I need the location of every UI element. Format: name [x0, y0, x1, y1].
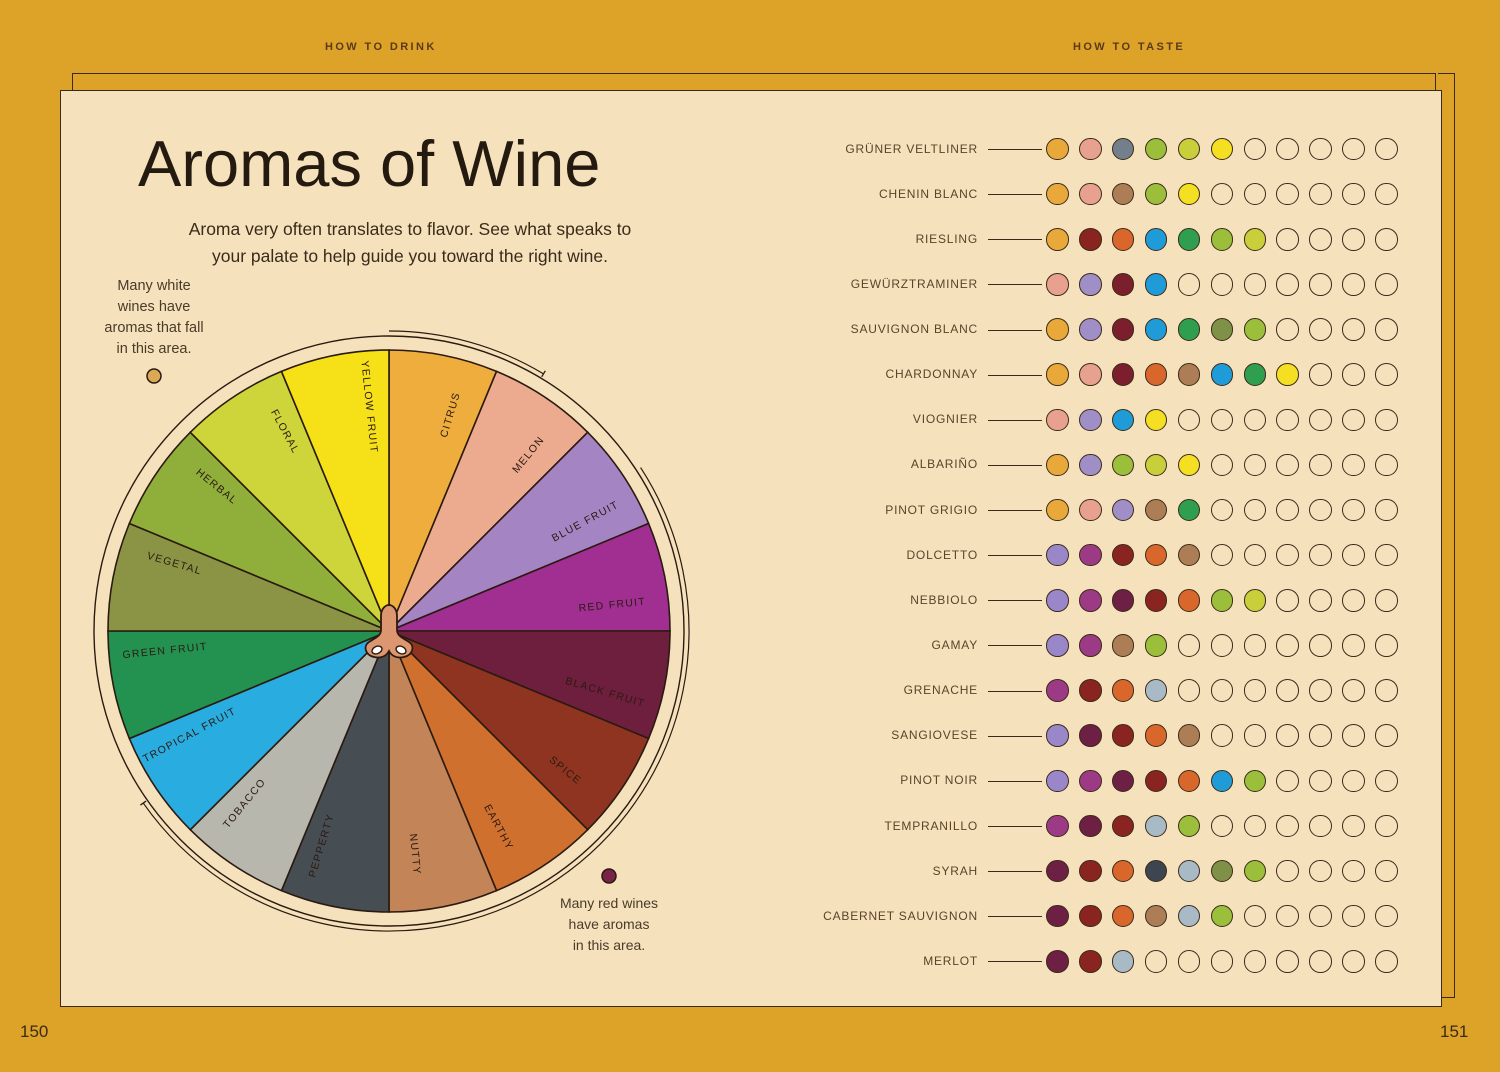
svg-text:Many white: Many white — [117, 278, 190, 294]
svg-text:have aromas: have aromas — [569, 916, 650, 932]
svg-text:wines have: wines have — [117, 299, 191, 315]
svg-text:Many red wines: Many red wines — [560, 895, 658, 911]
svg-text:in this area.: in this area. — [573, 937, 645, 953]
svg-text:in this area.: in this area. — [117, 341, 192, 357]
svg-text:aromas that fall: aromas that fall — [104, 320, 203, 336]
